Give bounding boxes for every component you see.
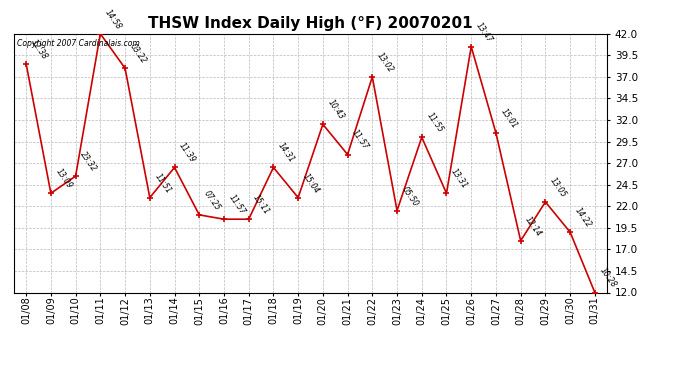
Text: 13:02: 13:02	[375, 51, 395, 74]
Text: 12:38: 12:38	[29, 38, 49, 61]
Text: 07:25: 07:25	[202, 189, 222, 212]
Text: 13:47: 13:47	[474, 21, 494, 44]
Title: THSW Index Daily High (°F) 20070201: THSW Index Daily High (°F) 20070201	[148, 16, 473, 31]
Text: 10:43: 10:43	[326, 98, 346, 122]
Text: 11:55: 11:55	[424, 111, 444, 135]
Text: 15:04: 15:04	[301, 171, 321, 195]
Text: 14:31: 14:31	[276, 141, 296, 165]
Text: 14:58: 14:58	[103, 8, 124, 31]
Text: 13:05: 13:05	[548, 176, 569, 199]
Text: 23:32: 23:32	[79, 150, 99, 173]
Text: 14:22: 14:22	[573, 206, 593, 230]
Text: 15:01: 15:01	[499, 107, 519, 130]
Text: 13:09: 13:09	[54, 167, 74, 190]
Text: 13:31: 13:31	[449, 167, 469, 190]
Text: 11:57: 11:57	[227, 193, 247, 216]
Text: 05:50: 05:50	[400, 184, 420, 208]
Text: 10:28: 10:28	[598, 266, 618, 290]
Text: 03:22: 03:22	[128, 42, 148, 66]
Text: 11:57: 11:57	[351, 128, 371, 152]
Text: 15:11: 15:11	[251, 193, 272, 216]
Text: 12:14: 12:14	[524, 214, 544, 238]
Text: 11:51: 11:51	[152, 171, 172, 195]
Text: Copyright 2007 Cardinalais.com: Copyright 2007 Cardinalais.com	[17, 39, 139, 48]
Text: 11:39: 11:39	[177, 141, 197, 165]
